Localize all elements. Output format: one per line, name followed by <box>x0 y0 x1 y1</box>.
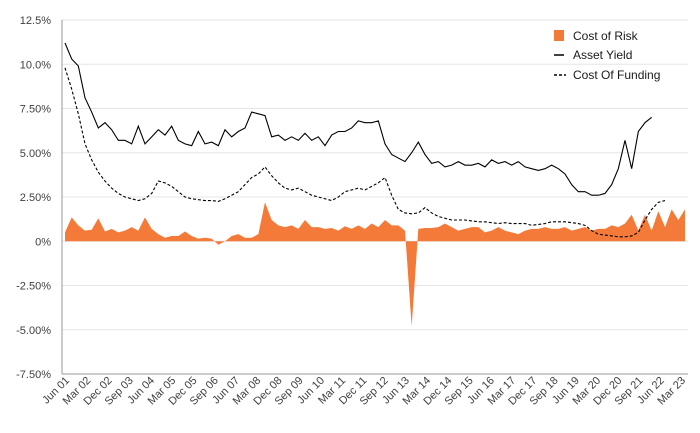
cost-of-funding-line <box>64 67 666 238</box>
cost-of-risk-area-layer <box>65 202 685 327</box>
asset-yield-line <box>64 42 653 196</box>
legend-label-asset-yield: Asset Yield <box>573 48 632 62</box>
legend-swatch-cost-of-risk <box>554 30 564 41</box>
line-layer <box>64 42 666 238</box>
y-tick-label: -2.50% <box>16 281 51 293</box>
y-tick-label: 7.50% <box>20 104 51 116</box>
axes <box>61 20 688 375</box>
legend-label-cost-of-funding: Cost Of Funding <box>573 68 660 82</box>
y-tick-label: -7.50% <box>16 369 51 381</box>
y-tick-labels: 12.5% 10.0% 7.50% 5.00% 2.50% 0% -2.50% -5.00% -… <box>16 15 51 381</box>
y-tick-label: 5.00% <box>20 148 51 160</box>
y-tick-label: 0% <box>35 236 51 248</box>
y-tick-label: 2.50% <box>20 192 51 204</box>
legend-label-cost-of-risk: Cost of Risk <box>573 29 639 43</box>
y-tick-label: 10.0% <box>20 59 51 71</box>
cost-of-risk-area <box>65 202 685 327</box>
y-tick-label: -5.00% <box>16 325 51 337</box>
y-tick-label: 12.5% <box>20 15 51 27</box>
legend: Cost of Risk Asset Yield Cost Of Funding <box>554 29 660 82</box>
